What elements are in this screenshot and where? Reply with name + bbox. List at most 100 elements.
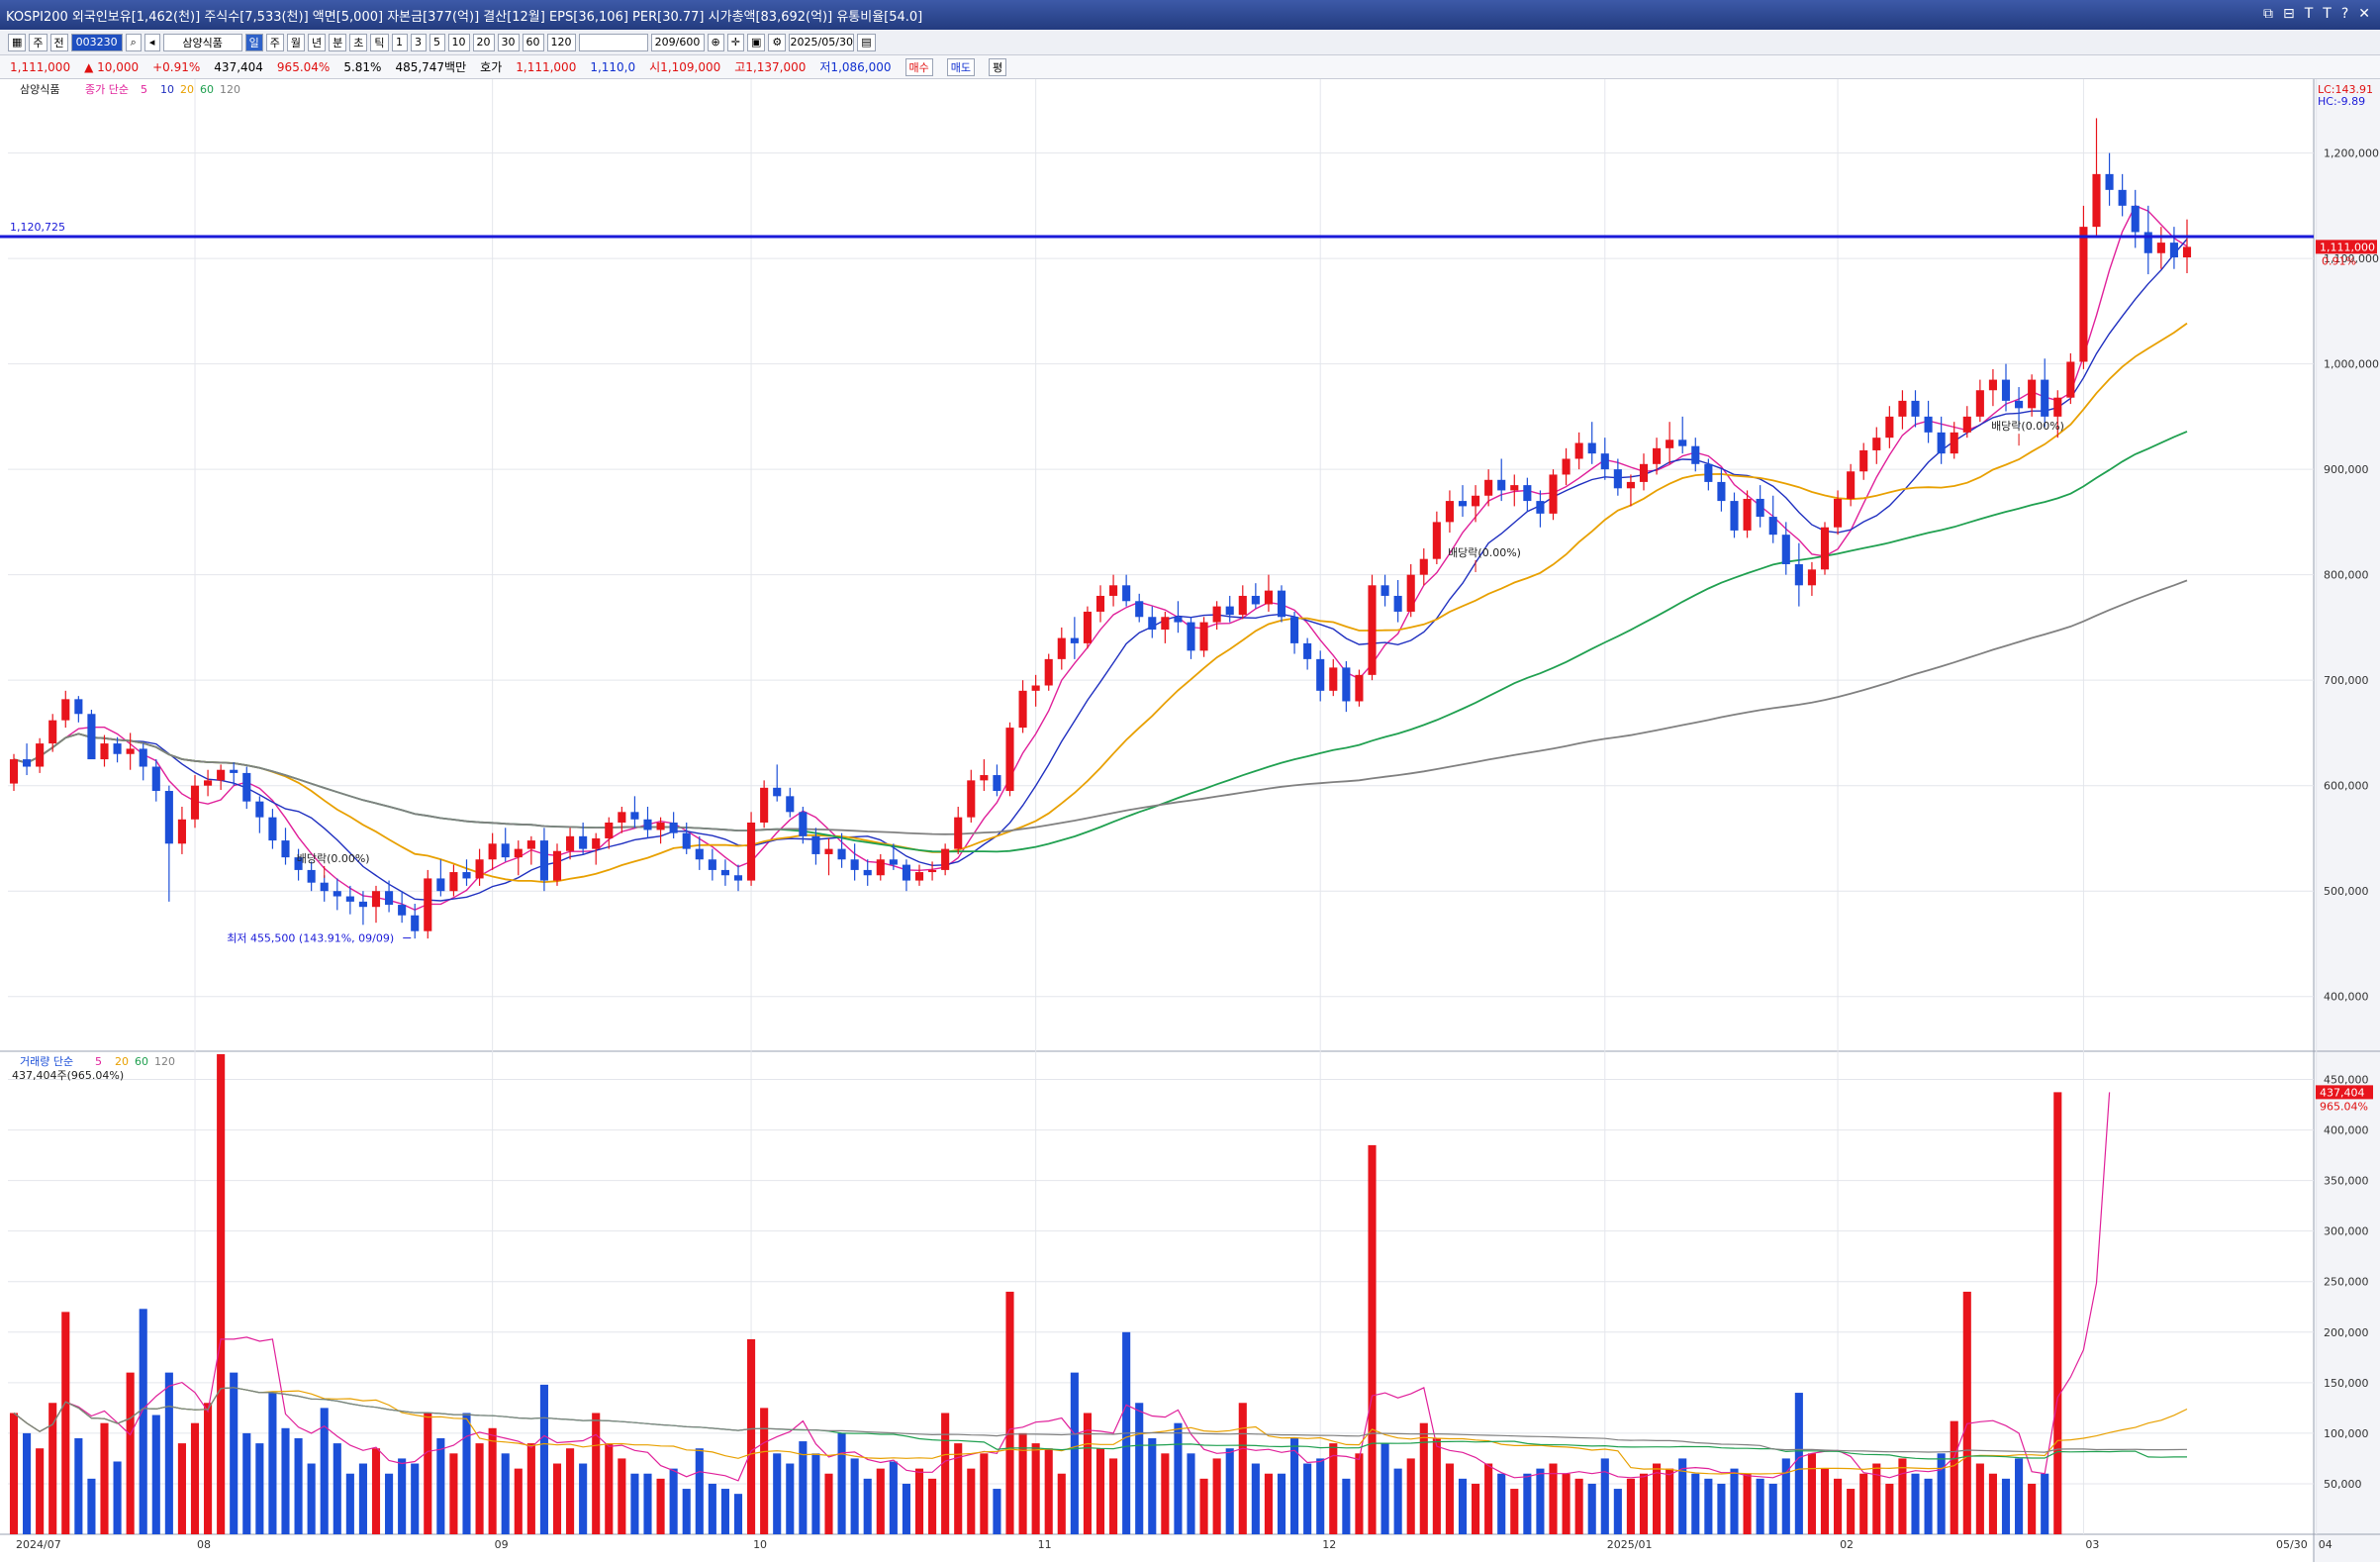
volume-bar: [2053, 1092, 2062, 1534]
candle-body: [592, 837, 601, 849]
candle-body: [708, 859, 716, 870]
avg-button[interactable]: 평: [989, 57, 1007, 76]
zoom-icon[interactable]: ⊕: [707, 33, 724, 51]
volume-bar: [1484, 1463, 1493, 1534]
volume-bar: [1562, 1473, 1571, 1534]
ma-120-line: [13, 579, 2188, 835]
minimize-icon[interactable]: ⊟: [2282, 6, 2295, 22]
date-tick-label: 2024/07: [16, 1538, 61, 1551]
period-week-button[interactable]: 주: [29, 33, 48, 51]
candle-body: [1406, 574, 1415, 612]
text-size-icon[interactable]: T: [2304, 6, 2314, 22]
interval-month-button[interactable]: 월: [286, 33, 306, 51]
settings-icon[interactable]: ⚙: [768, 33, 787, 51]
chart-background: [0, 79, 2380, 1562]
candle-body: [747, 822, 756, 881]
volume-bar: [1678, 1458, 1687, 1534]
current-price-tag: [2316, 240, 2377, 254]
minute-custom-input[interactable]: [578, 33, 648, 51]
volume-bar: [1768, 1483, 1777, 1534]
speaker-icon[interactable]: ◂: [143, 33, 160, 51]
price-tick-label: 1,000,000: [2324, 358, 2379, 371]
interval-week-button[interactable]: 주: [265, 33, 284, 51]
candle-body: [2105, 173, 2114, 190]
candle-body: [1044, 658, 1053, 686]
volume-value: 437,404: [214, 59, 263, 74]
date-field[interactable]: 2025/05/30: [789, 33, 855, 51]
candle-body: [1691, 445, 1700, 464]
volume-bar: [526, 1443, 535, 1534]
close-icon[interactable]: ✕: [2358, 6, 2370, 22]
chart-toolbar: ▦ 주 전 003230 ⌕ ◂ 삼양식품 일 주 월 년 분 초 틱 1 3 …: [0, 30, 2380, 55]
minute-1-button[interactable]: 1: [391, 33, 408, 51]
candle-body: [449, 872, 458, 892]
interval-year-button[interactable]: 년: [308, 33, 327, 51]
sell-button[interactable]: 매도: [946, 57, 976, 76]
candle-body: [1678, 439, 1687, 446]
buy-button[interactable]: 매수: [904, 57, 933, 76]
search-icon[interactable]: ⌕: [125, 33, 142, 51]
volume-bar: [539, 1384, 548, 1534]
candle-body: [1820, 527, 1830, 570]
candle-body: [1885, 416, 1894, 439]
minute-5-button[interactable]: 5: [428, 33, 445, 51]
volume-bar: [1148, 1438, 1157, 1534]
candle-body: [281, 840, 290, 858]
candle-body: [539, 840, 548, 881]
minute-30-button[interactable]: 30: [497, 33, 520, 51]
volume-bar: [993, 1489, 1001, 1534]
volume-bar: [424, 1413, 432, 1534]
minute-20-button[interactable]: 20: [472, 33, 495, 51]
stock-code-input[interactable]: 003230: [70, 33, 123, 51]
current-price-pct: 0.91%: [2322, 254, 2356, 267]
candle-body: [9, 759, 19, 784]
minute-60-button[interactable]: 60: [522, 33, 544, 51]
candle-body: [1070, 637, 1079, 643]
candle-body: [1368, 585, 1377, 675]
volume-bar: [1135, 1403, 1144, 1534]
price-legend-stock: 삼양식품: [20, 83, 59, 96]
volume-bar: [2041, 1473, 2049, 1534]
window-controls: ⧉ ⊟ T T ? ✕: [2263, 6, 2370, 22]
interval-second-button[interactable]: 초: [349, 33, 368, 51]
minute-3-button[interactable]: 3: [410, 33, 427, 51]
interval-day-button[interactable]: 일: [244, 33, 263, 51]
volume-bar: [9, 1413, 19, 1534]
stock-chart[interactable]: 1,200,000 1,100,000 1,000,000 900,000 800,00…: [0, 79, 2380, 1562]
candle-body: [1562, 458, 1571, 475]
volume-ma-5-line: [13, 1092, 2111, 1482]
grid-icon[interactable]: ▦: [8, 33, 27, 51]
interval-tick-button[interactable]: 틱: [370, 33, 389, 51]
dividend-label: 배당락(0.00%): [1991, 420, 2064, 433]
volume-bar: [954, 1443, 963, 1534]
calendar-icon[interactable]: ▤: [857, 33, 876, 51]
crosshair-icon[interactable]: ✛: [726, 33, 744, 51]
volume-bar: [255, 1443, 264, 1534]
restore-icon[interactable]: ⧉: [2262, 6, 2273, 22]
minute-120-button[interactable]: 120: [546, 33, 576, 51]
minute-10-button[interactable]: 10: [447, 33, 470, 51]
candle-body: [514, 848, 523, 858]
candle-body: [48, 720, 57, 744]
count-field[interactable]: 209/600: [650, 33, 705, 51]
candle-body: [462, 872, 471, 879]
help-icon[interactable]: ?: [2340, 6, 2349, 22]
text-icon[interactable]: T: [2323, 6, 2332, 22]
candle-body: [2092, 173, 2101, 228]
candle-body: [1626, 481, 1635, 489]
volume-bar: [552, 1463, 562, 1534]
candle-body: [151, 766, 160, 792]
volume-bar: [1704, 1478, 1713, 1534]
volume-bar: [1199, 1478, 1208, 1534]
save-icon[interactable]: ▣: [746, 33, 766, 51]
candle-body: [2143, 232, 2152, 253]
candle-body: [424, 878, 432, 931]
volume-bar: [87, 1478, 96, 1534]
period-all-button[interactable]: 전: [49, 33, 68, 51]
candle-body: [760, 787, 769, 823]
candle-body: [1717, 481, 1726, 502]
volume-bar: [1031, 1443, 1040, 1534]
interval-minute-button[interactable]: 분: [329, 33, 347, 51]
volume-bar: [1393, 1468, 1402, 1534]
volume-bar: [126, 1372, 135, 1534]
